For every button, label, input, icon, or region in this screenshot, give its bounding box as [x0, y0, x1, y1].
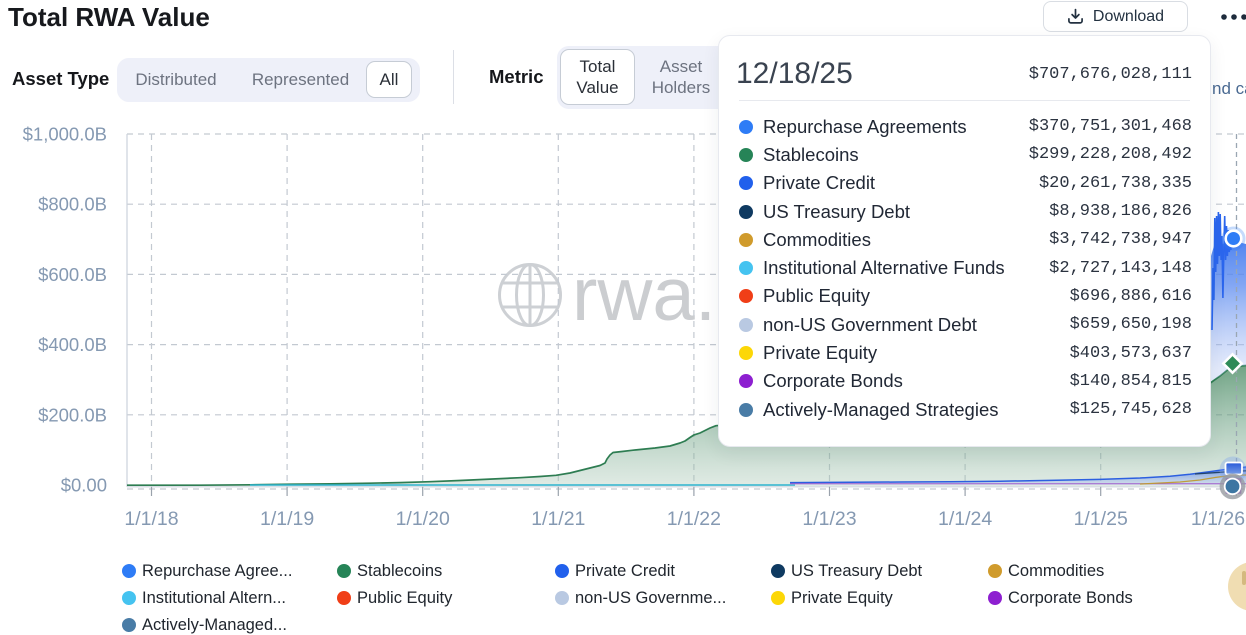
- svg-text:1/1/23: 1/1/23: [802, 508, 856, 530]
- svg-text:1/1/26: 1/1/26: [1191, 508, 1245, 530]
- svg-text:$200.0B: $200.0B: [38, 404, 107, 425]
- svg-text:1/1/24: 1/1/24: [938, 508, 992, 530]
- svg-text:1/1/18: 1/1/18: [124, 508, 178, 530]
- svg-text:1/1/20: 1/1/20: [396, 508, 450, 530]
- svg-text:1/1/19: 1/1/19: [260, 508, 314, 530]
- svg-text:$600.0B: $600.0B: [38, 264, 107, 285]
- svg-text:$0.00: $0.00: [61, 475, 107, 496]
- svg-text:$800.0B: $800.0B: [38, 194, 107, 215]
- svg-text:1/1/25: 1/1/25: [1074, 508, 1128, 530]
- svg-text:1/1/22: 1/1/22: [667, 508, 721, 530]
- svg-text:1/1/21: 1/1/21: [531, 508, 585, 530]
- svg-text:$400.0B: $400.0B: [38, 334, 107, 355]
- svg-text:$1,000.0B: $1,000.0B: [23, 124, 107, 145]
